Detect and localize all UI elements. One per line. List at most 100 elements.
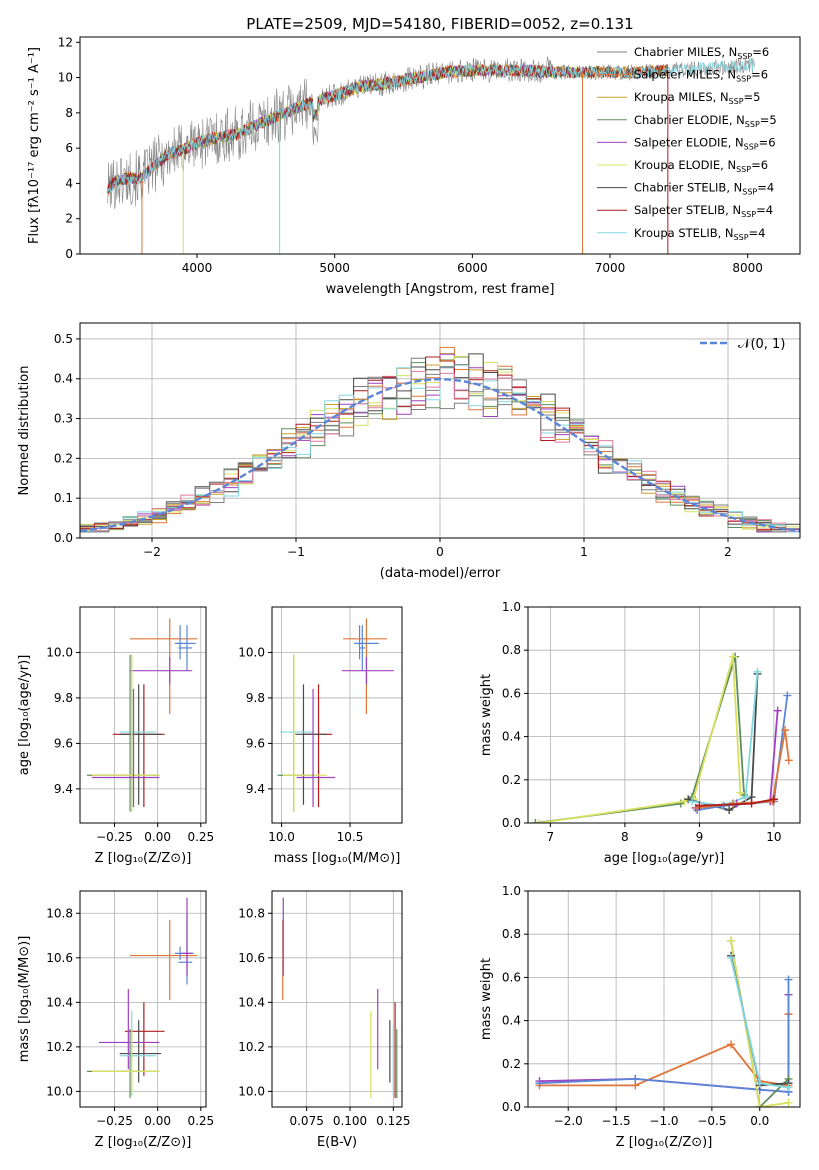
y-tick-label: 10 (58, 71, 73, 85)
axes-frame (527, 890, 801, 1108)
y-axis-label: Normed distribution (17, 366, 32, 496)
y-axis-label: mass weight (479, 958, 494, 1040)
weight-marker (687, 797, 696, 806)
errorbar-point (92, 1031, 160, 1094)
weight-marker (725, 806, 734, 815)
y-tick-label: 0.2 (502, 1057, 521, 1071)
y-tick-label: 0.8 (502, 643, 521, 657)
x-tick-label: 0.25 (187, 830, 214, 844)
panel-age_vs_Z: −0.25 0.00 0.25 9.4 9.6 9.8 10.0 Z [log₁₀(Z/Z⊙)… (17, 606, 214, 866)
weight-marker (784, 1098, 793, 1107)
weight-marker (784, 756, 793, 765)
y-tick-label: 0.0 (502, 816, 521, 830)
y-tick-label: 10.2 (238, 1040, 265, 1054)
x-tick-label: 0.075 (289, 1114, 323, 1128)
errorbar-point (174, 625, 196, 660)
errorbar-point (296, 688, 335, 808)
panel-age_vs_mass: 10.0 10.5 9.4 9.6 9.8 10.0 mass [log₁₀(M/M⊙)] (238, 606, 403, 866)
weight-marker (727, 936, 736, 945)
x-tick-label: 10 (766, 830, 781, 844)
spectrum-series (107, 57, 755, 194)
plot-area (535, 936, 793, 1107)
y-tick-label: 0.1 (54, 491, 73, 505)
panel-residuals: −2 −1 0 1 2 0.0 0.1 0.2 0.3 0.4 0.5 (data-model)/er… (17, 322, 801, 581)
errorbar-point (92, 688, 160, 808)
y-tick-label: 10.0 (238, 1084, 265, 1098)
panel-mass_vs_ebv: 0.075 0.100 0.125 10.0 10.2 10.4 10.6 10.8 E(B-V… (238, 890, 411, 1150)
x-tick-label: −0.5 (697, 1114, 726, 1128)
x-tick-label: 0.00 (144, 1114, 171, 1128)
y-tick-label: 0.0 (54, 531, 73, 545)
weight-marker (783, 691, 792, 700)
y-tick-label: 9.4 (246, 782, 265, 796)
y-tick-label: 10.0 (46, 1084, 73, 1098)
plot-area (86, 897, 198, 1099)
x-tick-label: −1 (287, 545, 305, 559)
weight-marker (535, 819, 544, 823)
figure-title: PLATE=2509, MJD=54180, FIBERID=0052, z=0… (246, 15, 633, 33)
weight-marker (755, 1079, 764, 1088)
y-tick-label: 0.6 (502, 686, 521, 700)
errorbar-point (354, 625, 379, 660)
y-tick-label: 9.6 (246, 736, 265, 750)
weight-marker (773, 706, 782, 715)
x-tick-label: 9 (696, 830, 704, 844)
y-tick-label: 0.5 (54, 332, 73, 346)
x-axis-label: wavelength [Angstrom, rest frame] (326, 282, 555, 297)
y-axis-label: Flux [fλ10⁻¹⁷ erg cm⁻² s⁻¹ A⁻¹] (27, 47, 42, 244)
errorbar-point (119, 1020, 162, 1083)
y-tick-label: 2 (65, 212, 73, 226)
spectrum-series (107, 64, 668, 194)
x-tick-label: 10.0 (268, 830, 295, 844)
y-tick-label: 10.2 (46, 1040, 73, 1054)
x-axis-label: mass [log₁₀(M/M⊙)] (274, 851, 401, 866)
errorbar-point (295, 684, 327, 805)
x-tick-label: 0.100 (333, 1114, 367, 1128)
panel-spectrum: 4000 5000 6000 7000 8000 0 2 4 6 8 10 12 wavelength … (27, 35, 801, 297)
y-axis-label: mass [log₁₀(M/M⊙)] (17, 936, 32, 1063)
y-tick-label: 12 (58, 35, 73, 49)
errorbar-point (130, 919, 198, 1001)
x-tick-label: 7 (547, 830, 555, 844)
x-tick-label: 8 (621, 830, 629, 844)
y-tick-label: 1.0 (502, 884, 521, 898)
y-tick-label: 0.2 (502, 773, 521, 787)
axes-frame (271, 890, 403, 1108)
x-tick-label: 5000 (319, 261, 350, 275)
errorbar-point (341, 657, 394, 685)
spectrum-series (107, 64, 668, 194)
axes-frame (79, 36, 801, 255)
errorbar-point (119, 684, 162, 805)
weight-series (691, 671, 759, 807)
x-axis-label: E(B-V) (317, 1135, 357, 1150)
x-tick-label: 8000 (732, 261, 763, 275)
errorbar-point (86, 654, 160, 812)
x-tick-label: −2 (143, 545, 161, 559)
plot-area (531, 652, 793, 823)
weight-marker (695, 801, 704, 810)
y-tick-label: 0.3 (54, 412, 73, 426)
legend-label: Kroupa ELODIE, NSSP=6 (634, 158, 768, 174)
y-tick-label: 10.4 (46, 995, 73, 1009)
weight-series (535, 656, 745, 823)
x-tick-label: 4000 (182, 261, 213, 275)
x-tick-label: −1.5 (602, 1114, 631, 1128)
x-tick-label: 0.0 (750, 1114, 769, 1128)
weight-marker (769, 795, 778, 804)
plot-area (277, 618, 394, 812)
y-axis-label: age [log₁₀(age/yr)] (17, 655, 32, 776)
weight-marker (728, 652, 737, 661)
plot-area (107, 56, 755, 254)
y-tick-label: 4 (65, 176, 73, 190)
weight-marker (781, 726, 790, 735)
spectrum-legend: Chabrier MILES, NSSP=6 Salpeter MILES, NS… (597, 45, 777, 242)
x-tick-label: 10.5 (337, 830, 364, 844)
y-tick-label: 0.4 (502, 730, 521, 744)
weight-marker (753, 667, 762, 676)
weight-marker (727, 953, 736, 962)
y-tick-label: 9.8 (54, 691, 73, 705)
legend-label: Kroupa MILES, NSSP=5 (634, 90, 760, 106)
legend-label: 𝒩(0, 1) (738, 337, 785, 352)
weight-marker (727, 1040, 736, 1049)
y-tick-label: 0.4 (54, 372, 73, 386)
